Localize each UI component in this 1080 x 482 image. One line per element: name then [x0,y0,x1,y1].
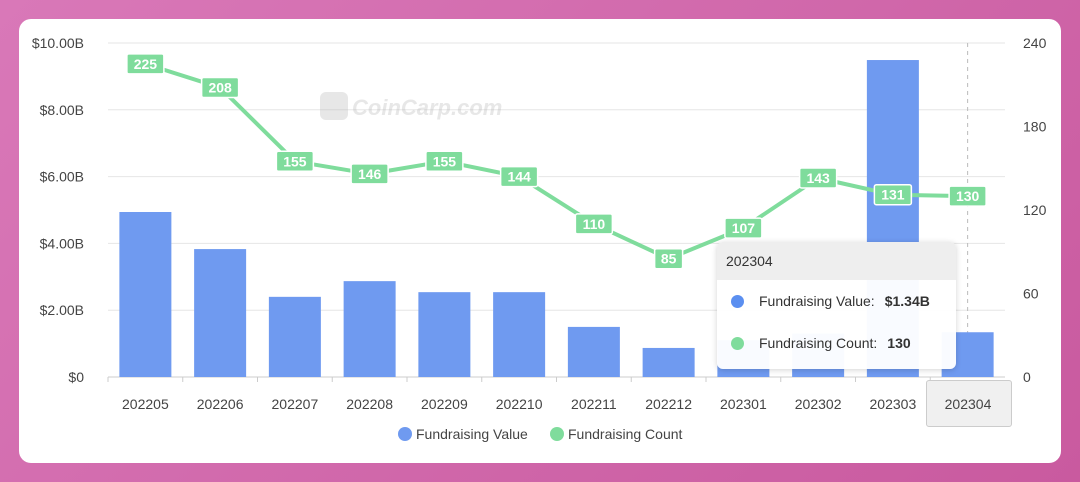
count-label-bg [499,165,539,188]
legend-item: Fundraising Count [568,426,683,442]
count-label: 143 [806,170,830,186]
x-axis-label: 202208 [346,396,393,412]
count-label-bg [200,76,240,99]
count-label: 110 [583,216,606,232]
count-data-label: 131 [873,183,913,206]
tooltip-label: Fundraising Value: [759,293,875,309]
x-axis-label: 202212 [645,396,692,412]
count-label: 155 [433,153,457,169]
bar-202207 [268,296,321,377]
count-data-label: 208 [200,76,240,99]
count-label: 130 [956,188,980,204]
x-axis-label: 202205 [122,396,169,412]
count-data-label: 130 [948,185,987,207]
bar-202210 [493,292,546,377]
count-label-bg [873,183,913,206]
watermark-logo: CoinCarp.com [320,92,502,120]
coincarp-logo-icon [320,92,348,120]
count-label-bg [653,247,684,270]
bar-202208 [343,281,396,377]
x-axis-label: 202210 [496,396,543,412]
x-axis-label: 202206 [197,396,244,412]
count-label-bg [948,185,987,207]
count-label-bg [275,150,315,173]
x-axis-label: 202303 [870,396,917,412]
count-label: 225 [134,56,158,72]
count-label-bg [724,217,763,239]
tooltip-row-count: Fundraising Count: 130 [717,322,956,364]
bar-202211 [567,326,620,377]
count-label: 131 [881,187,905,203]
count-data-label: 107 [724,217,763,239]
count-data-label: 143 [798,167,838,189]
tooltip-value: 130 [887,335,911,351]
tooltip-label: Fundraising Count: [759,335,878,351]
tooltip-row-value: Fundraising Value: $1.34B [717,280,956,322]
count-label: 144 [507,169,531,185]
legend-blue-dot-icon [398,427,412,441]
axis-pointer-label-box [926,380,1012,427]
count-data-label: 225 [126,53,165,75]
right-axis-tick: 60 [1023,286,1039,302]
x-axis-label: 202211 [571,396,617,412]
count-data-label: 110 [574,213,614,235]
count-data-label: 144 [499,165,539,188]
right-axis-tick: 0 [1023,369,1031,385]
left-axis-tick: $4.00B [40,235,84,251]
right-axis-tick: 180 [1023,119,1047,135]
left-axis-tick: $8.00B [40,102,84,118]
legend-green-dot-icon [550,427,564,441]
count-label: 107 [732,220,756,236]
left-axis-tick: $2.00B [40,302,84,318]
count-label: 85 [661,251,677,267]
watermark-text: CoinCarp.com [352,95,502,120]
bar-202212 [642,347,695,377]
count-data-label: 146 [350,163,389,185]
count-label: 208 [208,80,232,96]
x-axis-label: 202301 [720,396,767,412]
x-axis-label: 202302 [795,396,842,412]
tooltip: 202304 Fundraising Value: $1.34B Fundrai… [717,242,956,369]
count-label-bg [350,163,389,185]
x-axis-label: 202207 [272,396,319,412]
count-data-label: 155 [425,150,464,173]
left-axis-tick: $10.00B [32,35,84,51]
bar-202209 [418,292,471,377]
count-label: 155 [283,153,307,169]
count-data-label: 155 [275,150,315,173]
bar-202206 [194,249,247,377]
count-label: 146 [358,166,382,182]
count-label-bg [798,167,838,189]
tooltip-value: $1.34B [884,293,930,309]
count-label-bg [126,53,165,75]
tooltip-title: 202304 [717,242,956,280]
bar-202205 [119,212,172,377]
count-label-bg [574,213,614,235]
count-label-bg [425,150,464,173]
legend-item: Fundraising Value [416,426,528,442]
count-data-label: 85 [653,247,684,270]
right-axis-tick: 240 [1023,35,1047,51]
count-line [144,61,968,261]
green-dot-icon [731,336,744,350]
left-axis-tick: $6.00B [40,169,84,185]
x-axis-label: 202209 [421,396,468,412]
right-axis-tick: 120 [1023,202,1047,218]
left-axis-tick: $0 [68,369,84,385]
blue-dot-icon [731,294,744,308]
